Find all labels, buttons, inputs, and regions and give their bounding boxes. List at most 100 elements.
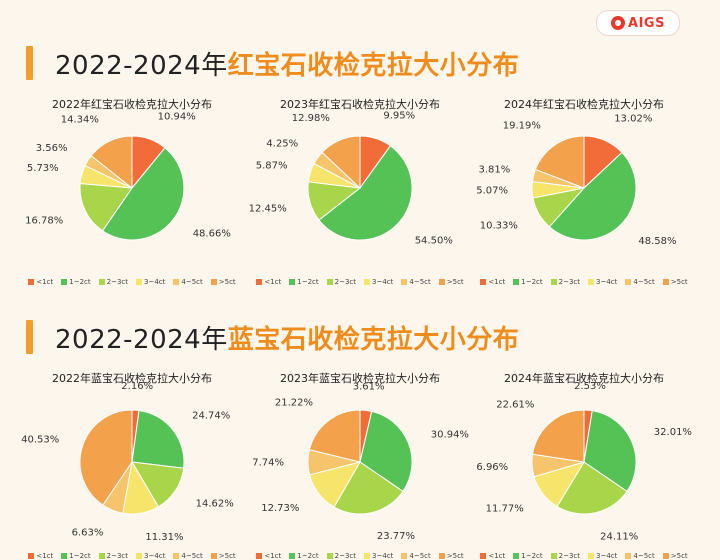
legend-label: <1ct <box>36 552 54 560</box>
slice-label-3~4ct: 12.73% <box>261 503 299 514</box>
legend-label: 4~5ct <box>181 552 203 560</box>
legend-item-3~4ct: 3~4ct <box>588 278 617 286</box>
legend-label: 1~2ct <box>521 552 543 560</box>
section-title-prefix: 2022-2024年 <box>55 50 228 81</box>
chart-title: 2024年红宝石收检克拉大小分布 <box>504 98 664 111</box>
legend-swatch <box>61 553 68 559</box>
slice-label-4~5ct: 3.56% <box>36 143 68 154</box>
pie-svg: 10.94% 48.66% 16.78% 5.73% 3.56% 14.34% <box>25 111 231 241</box>
legend-swatch <box>289 553 296 559</box>
section-title-highlight: 红宝石收检克拉大小分布 <box>227 50 520 81</box>
legend-swatch <box>173 553 180 559</box>
pie-slice-1~2ct <box>318 145 413 241</box>
pie-slice->5ct <box>321 135 361 190</box>
pie-chart-ruby-2022: 2022年红宝石收检克拉大小分布 10.94% 48.66% 16.78% 5.73%… <box>17 96 247 286</box>
legend-item-3~4ct: 3~4ct <box>136 552 165 560</box>
pie-svg: 2.16% 24.74% 14.62% 11.31% 6.63% 40.53% <box>21 381 234 543</box>
legend-item-3~4ct: 3~4ct <box>136 278 165 286</box>
chart-legend: <1ct 1~2ct 2~3ct 3~4ct 4~5ct >5ct <box>245 278 475 286</box>
slice-label-2~3ct: 24.11% <box>600 531 638 542</box>
slice-label-2~3ct: 14.62% <box>196 499 234 510</box>
legend-label: <1ct <box>488 278 506 286</box>
pie-slice-1~2ct <box>583 410 637 493</box>
legend-item-4~5ct: 4~5ct <box>625 552 655 560</box>
legend-label: 3~4ct <box>596 278 618 286</box>
slice-label-3~4ct: 5.87% <box>256 160 288 171</box>
slice-label-<1ct: 3.61% <box>353 382 385 393</box>
legend-swatch <box>480 553 487 559</box>
chart-title: 2023年红宝石收检克拉大小分布 <box>280 98 440 111</box>
legend-label: 2~3ct <box>106 552 128 560</box>
slice-label-1~2ct: 54.50% <box>415 236 453 247</box>
legend-label: <1ct <box>264 278 282 286</box>
slice-label-4~5ct: 4.25% <box>266 139 298 150</box>
legend-item->5ct: >5ct <box>662 278 688 286</box>
legend-label: 4~5ct <box>409 552 431 560</box>
legend-label: 2~3ct <box>334 552 356 560</box>
logo-text: AIGS <box>628 15 665 31</box>
legend-label: 2~3ct <box>334 278 356 286</box>
pie-chart-sapphire-2024: 2024年蓝宝石收检克拉大小分布 2.53% 32.01% 24.11% 11.77%… <box>469 370 699 560</box>
slice-label-2~3ct: 16.78% <box>25 215 63 226</box>
chart-title: 2022年红宝石收检克拉大小分布 <box>52 98 212 111</box>
slice-label-4~5ct: 6.96% <box>476 462 508 473</box>
slice-label-4~5ct: 3.81% <box>479 165 511 176</box>
chart-legend: <1ct 1~2ct 2~3ct 3~4ct 4~5ct >5ct <box>17 278 247 286</box>
legend-label: <1ct <box>264 552 282 560</box>
legend-item-2~3ct: 2~3ct <box>550 278 580 286</box>
slice-label-2~3ct: 12.45% <box>249 203 287 214</box>
section-title-prefix: 2022-2024年 <box>55 324 228 355</box>
legend-swatch <box>550 279 557 285</box>
legend-item-<1ct: <1ct <box>28 278 53 286</box>
legend-swatch <box>480 279 487 285</box>
legend-item-<1ct: <1ct <box>28 552 53 560</box>
legend-swatch <box>364 553 370 559</box>
slice-label->5ct: 19.19% <box>503 120 541 131</box>
legend-label: 1~2ct <box>521 278 543 286</box>
slice-label-1~2ct: 32.01% <box>654 427 692 438</box>
legend-item-<1ct: <1ct <box>256 278 281 286</box>
legend-item->5ct: >5ct <box>210 278 236 286</box>
pie-slice-2~3ct <box>556 461 628 515</box>
slice-label-<1ct: 2.16% <box>121 381 153 392</box>
legend-label: 4~5ct <box>633 552 655 560</box>
legend-item-2~3ct: 2~3ct <box>98 278 128 286</box>
legend-item->5ct: >5ct <box>210 552 236 560</box>
legend-item->5ct: >5ct <box>438 278 464 286</box>
pie-svg: 2.53% 32.01% 24.11% 11.77% 6.96% 22.61% <box>476 381 692 542</box>
slice-label-<1ct: 10.94% <box>158 111 196 122</box>
legend-item-1~2ct: 1~2ct <box>289 552 319 560</box>
legend-label: 2~3ct <box>106 278 128 286</box>
legend-item-<1ct: <1ct <box>480 278 505 286</box>
legend-item-1~2ct: 1~2ct <box>513 278 543 286</box>
legend-swatch <box>326 553 333 559</box>
legend-label: 3~4ct <box>372 278 394 286</box>
slice-label-1~2ct: 48.66% <box>193 229 231 240</box>
legend-label: 3~4ct <box>596 552 618 560</box>
legend-item-1~2ct: 1~2ct <box>513 552 543 560</box>
chart-title: 2024年蓝宝石收检克拉大小分布 <box>504 372 664 385</box>
legend-label: >5ct <box>218 552 236 560</box>
legend-item-3~4ct: 3~4ct <box>588 552 617 560</box>
pie-chart-ruby-2023: 2023年红宝石收检克拉大小分布 9.95% 54.50% 12.45% 5.87% 4… <box>245 96 475 286</box>
slice-label->5ct: 40.53% <box>21 435 59 446</box>
slice-label-4~5ct: 7.74% <box>252 457 284 468</box>
legend-item-1~2ct: 1~2ct <box>289 278 319 286</box>
aigs-logo: AIGS <box>596 10 680 36</box>
legend-item-3~4ct: 3~4ct <box>364 278 393 286</box>
pie-slice-1~2ct <box>548 151 637 241</box>
pie-svg: 9.95% 54.50% 12.45% 5.87% 4.25% 12.98% <box>249 111 453 247</box>
legend-swatch <box>588 279 594 285</box>
legend-item-<1ct: <1ct <box>256 552 281 560</box>
pie-chart-sapphire-2022: 2022年蓝宝石收检克拉大小分布 2.16% 24.74% 14.62% 11.31%… <box>17 370 247 560</box>
sapphire-section-title: 2022-2024年 蓝宝石收检克拉大小分布 <box>26 320 519 355</box>
legend-swatch <box>438 553 445 559</box>
slice-label-<1ct: 13.02% <box>614 113 652 124</box>
legend-item-2~3ct: 2~3ct <box>550 552 580 560</box>
slice-label-4~5ct: 6.63% <box>72 527 104 538</box>
slice-label->5ct: 22.61% <box>496 399 534 410</box>
legend-swatch <box>98 553 105 559</box>
legend-swatch <box>61 279 68 285</box>
chart-title: 2022年蓝宝石收检克拉大小分布 <box>52 372 212 385</box>
pie-chart-sapphire-2023: 2023年蓝宝石收检克拉大小分布 3.61% 30.94% 23.77% 12.73%… <box>245 370 475 560</box>
